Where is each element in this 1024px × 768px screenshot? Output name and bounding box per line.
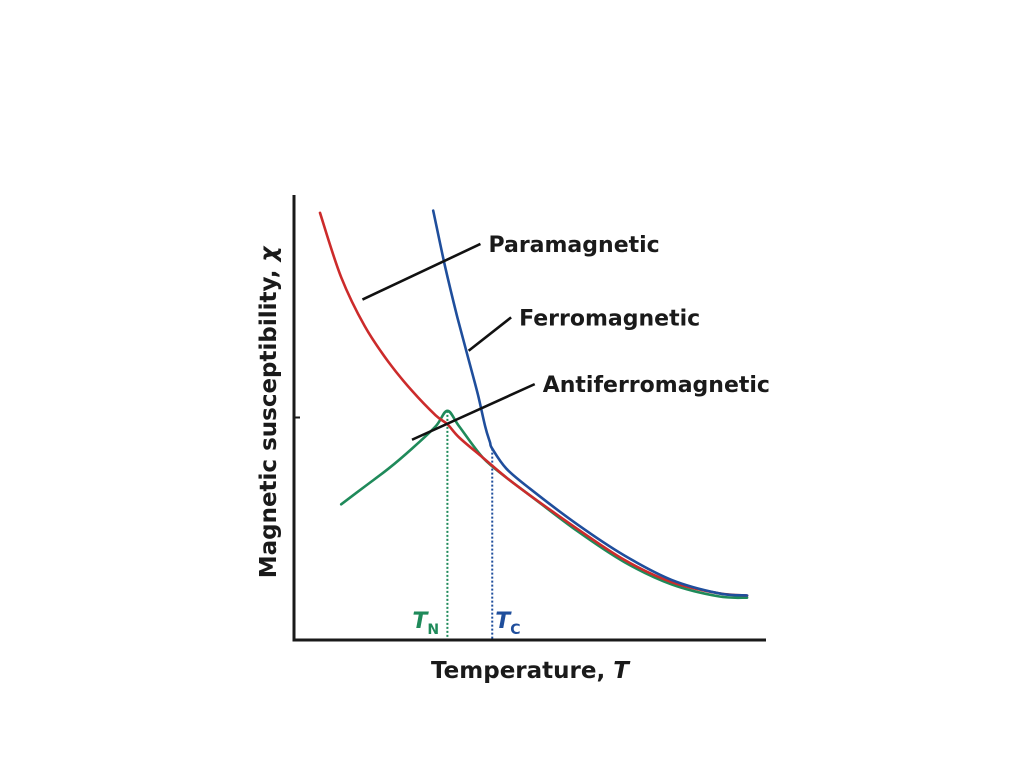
annotation-ferromagnetic: Ferromagnetic (519, 306, 700, 331)
x-axis-title-var: T (613, 658, 631, 684)
x-axis-title-text: Temperature, (431, 658, 613, 684)
series-line-ferromagnetic (431, 209, 749, 597)
y-axis-title: Magnetic susceptibility, χ (256, 246, 282, 579)
annotation-paramagnetic: Paramagnetic (488, 233, 659, 258)
annotation-antiferromagnetic: Antiferromagnetic (543, 373, 770, 398)
x-tick-label-tn: TN (412, 609, 439, 638)
leader-line-antiferromagnetic (411, 382, 536, 441)
series-line-paramagnetic (318, 211, 749, 597)
plot-area: Paramagnetic Ferromagnetic Antiferromagnet… (318, 209, 770, 640)
y-axis-title-text: Magnetic susceptibility, (256, 262, 282, 579)
leader-line-ferromagnetic (467, 316, 512, 352)
x-tick-label-tc: TC (495, 609, 520, 638)
x-axis-title: Temperature, T (431, 658, 631, 684)
y-axis-title-var: χ (256, 246, 282, 264)
axes (292, 195, 766, 642)
leader-line-paramagnetic (361, 242, 481, 301)
